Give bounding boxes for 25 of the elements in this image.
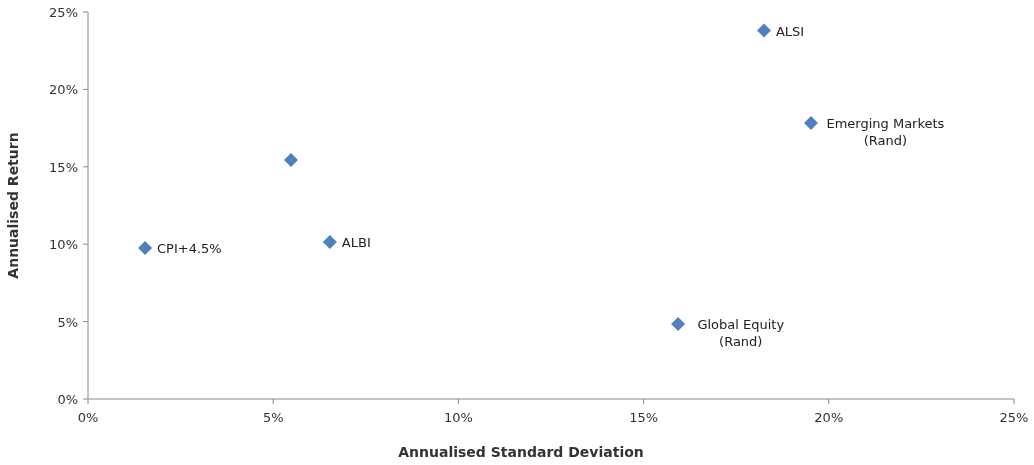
annotation: ALBI (341, 235, 371, 251)
y-tick-label: 0% (57, 392, 78, 407)
x-tick-label: 0% (77, 410, 99, 425)
x-tick-label: 5% (262, 410, 284, 425)
point (138, 241, 153, 256)
y-tick-label: 25% (49, 5, 78, 20)
annotation: Global Equity (Rand) (697, 317, 785, 350)
x-axis-title: Annualised Standard Deviation (398, 444, 644, 460)
annotation: Emerging Markets (Rand) (826, 115, 945, 148)
annotation: ALSI (775, 23, 805, 39)
y-tick-label: 5% (57, 314, 78, 330)
point (322, 235, 337, 250)
y-tick-label: 10% (49, 237, 78, 253)
point (756, 23, 771, 38)
y-tick-label: 20% (49, 82, 78, 98)
x-tick-label: 25% (999, 410, 1029, 425)
point (671, 317, 686, 332)
y-axis-title: Annualised Return (5, 132, 21, 279)
x-tick-label: 10% (443, 410, 473, 425)
y-tick-label: 15% (49, 159, 78, 175)
x-tick-label: 15% (629, 410, 659, 425)
x-tick-label: 20% (814, 410, 844, 425)
point (804, 115, 819, 130)
annotation: CPI+4.5% (157, 241, 222, 257)
point (283, 152, 298, 167)
